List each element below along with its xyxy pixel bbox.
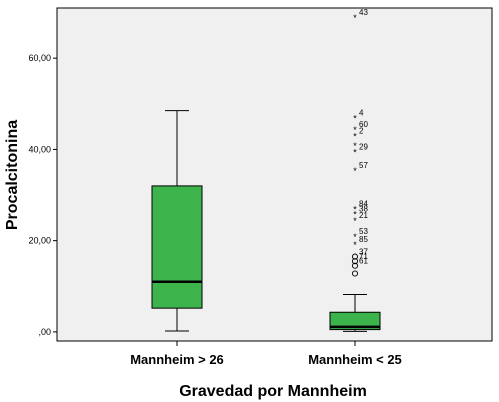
outlier-star: * (353, 209, 357, 219)
outlier-label: 61 (359, 257, 368, 266)
outlier-star: * (353, 166, 357, 176)
outlier-label: 21 (359, 211, 368, 220)
outlier-label: 53 (359, 227, 368, 236)
x-axis: Mannheim > 26 Mannheim < 25 (130, 341, 402, 367)
box-iqr (151, 185, 203, 309)
outlier-star: * (353, 216, 357, 226)
outlier-label: 29 (359, 143, 368, 152)
outlier-circle (351, 270, 359, 277)
outlier-star: * (353, 240, 357, 250)
y-tick-label: ,00 (38, 327, 51, 337)
x-category-label: Mannheim > 26 (130, 352, 224, 367)
outlier-label: 60 (359, 120, 368, 129)
box-iqr (329, 311, 381, 331)
outlier-star: * (353, 205, 357, 215)
y-axis-title: Procalcitonina (4, 120, 21, 230)
outlier-label: 85 (359, 235, 368, 244)
y-tick-label: 60,00 (28, 53, 51, 63)
boxes-layer (151, 110, 381, 332)
y-axis: ,00 20,00 40,00 60,00 (28, 53, 57, 337)
outlier-star: * (353, 141, 357, 151)
plot-area (56, 7, 493, 342)
outlier-star: * (353, 13, 357, 23)
outlier-star: * (353, 113, 357, 123)
outlier-star: * (353, 232, 357, 242)
outlier-star: * (353, 148, 357, 158)
outlier-label: 57 (359, 161, 368, 170)
outlier-label: 43 (359, 8, 368, 17)
outlier-circle (351, 262, 359, 269)
outlier-label: 71 (359, 252, 368, 261)
x-axis-title: Gravedad por Mannheim (179, 383, 367, 400)
outlier-circle (351, 253, 359, 260)
outlier-label: 4 (359, 108, 364, 117)
outlier-label: 38 (359, 204, 368, 213)
outlier-star: * (353, 132, 357, 142)
x-category-label: Mannheim < 25 (308, 352, 402, 367)
y-tick-label: 20,00 (28, 236, 51, 246)
outlier-label: 84 (359, 200, 368, 209)
outlier-circle (351, 258, 359, 265)
y-tick-label: 40,00 (28, 144, 51, 154)
outlier-star: * (353, 125, 357, 135)
outlier-label: 2 (359, 127, 364, 136)
outlier-label: 37 (359, 248, 368, 257)
